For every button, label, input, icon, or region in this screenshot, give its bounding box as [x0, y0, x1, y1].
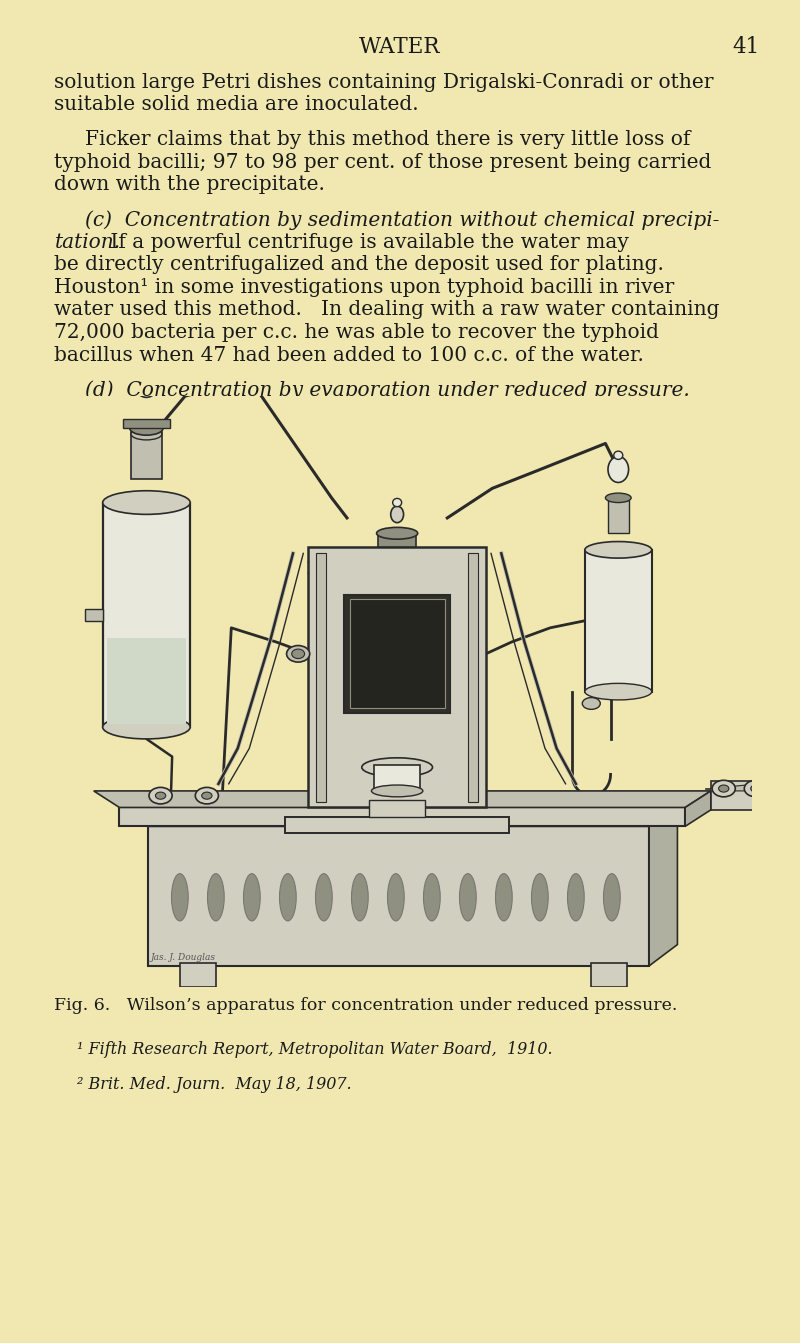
Text: If a powerful centrifuge is available the water may: If a powerful centrifuge is available th…	[104, 232, 629, 251]
Ellipse shape	[603, 874, 620, 921]
Ellipse shape	[292, 649, 305, 658]
Bar	[345, 595, 450, 713]
Ellipse shape	[149, 787, 172, 804]
Bar	[102, 502, 190, 727]
Ellipse shape	[390, 506, 403, 522]
Bar	[106, 638, 186, 724]
Ellipse shape	[567, 874, 584, 921]
Text: Ficker claims that by this method there is very little loss of: Ficker claims that by this method there …	[85, 130, 690, 149]
Bar	[316, 553, 326, 802]
Text: suitable solid media are inoculated.: suitable solid media are inoculated.	[54, 95, 419, 114]
Bar	[350, 599, 445, 708]
Text: ² Brit. Med. Journ.  May 18, 1907.: ² Brit. Med. Journ. May 18, 1907.	[77, 1076, 351, 1093]
Text: down with the precipitate.: down with the precipitate.	[54, 175, 326, 195]
Bar	[286, 817, 509, 834]
Bar	[148, 826, 649, 966]
Polygon shape	[94, 791, 711, 807]
Ellipse shape	[712, 780, 735, 796]
Ellipse shape	[202, 792, 212, 799]
Bar	[369, 800, 426, 817]
Ellipse shape	[614, 451, 622, 459]
Bar	[131, 431, 162, 479]
Ellipse shape	[459, 874, 476, 921]
Text: solution large Petri dishes containing Drigalski-Conradi or other: solution large Petri dishes containing D…	[54, 73, 714, 91]
Polygon shape	[711, 782, 782, 791]
Polygon shape	[649, 804, 678, 966]
Ellipse shape	[207, 874, 224, 921]
Text: 41: 41	[732, 35, 759, 58]
Text: Jas. J. Douglas: Jas. J. Douglas	[150, 954, 215, 962]
Bar	[119, 807, 685, 826]
Ellipse shape	[744, 780, 767, 796]
Text: (d)  Concentration by evaporation under reduced pressure.: (d) Concentration by evaporation under r…	[85, 380, 690, 400]
Text: WATER: WATER	[359, 35, 441, 58]
Ellipse shape	[155, 792, 166, 799]
Ellipse shape	[585, 541, 652, 559]
Text: 72,000 bacteria per c.c. he was able to recover the typhoid: 72,000 bacteria per c.c. he was able to …	[54, 322, 659, 342]
Bar	[123, 419, 170, 428]
Bar	[711, 782, 782, 810]
Ellipse shape	[102, 716, 190, 739]
Ellipse shape	[423, 874, 440, 921]
Ellipse shape	[142, 365, 151, 375]
Bar	[468, 553, 478, 802]
Ellipse shape	[102, 490, 190, 514]
Bar	[309, 548, 486, 807]
Text: (c)  Concentration by sedimentation without chemical precipi-: (c) Concentration by sedimentation witho…	[85, 210, 719, 230]
Ellipse shape	[377, 528, 418, 539]
Ellipse shape	[131, 428, 162, 441]
Ellipse shape	[495, 874, 512, 921]
Ellipse shape	[531, 874, 548, 921]
Ellipse shape	[750, 786, 761, 792]
Bar	[85, 608, 102, 620]
Ellipse shape	[243, 874, 260, 921]
Bar	[585, 549, 652, 692]
Ellipse shape	[608, 457, 629, 482]
Ellipse shape	[371, 786, 423, 796]
Text: water used this method.   In dealing with a raw water containing: water used this method. In dealing with …	[54, 301, 720, 320]
Ellipse shape	[585, 684, 652, 700]
Bar	[180, 963, 216, 987]
Bar	[608, 500, 629, 533]
Text: Houston¹ in some investigations upon typhoid bacilli in river: Houston¹ in some investigations upon typ…	[54, 278, 674, 297]
Polygon shape	[119, 804, 678, 826]
Ellipse shape	[279, 874, 296, 921]
Text: Wilson² has described a method which enables water to be: Wilson² has described a method which ena…	[54, 403, 657, 422]
Text: be directly centrifugalized and the deposit used for plating.: be directly centrifugalized and the depo…	[54, 255, 664, 274]
Ellipse shape	[718, 786, 729, 792]
Ellipse shape	[351, 874, 368, 921]
Ellipse shape	[195, 787, 218, 804]
Ellipse shape	[582, 697, 600, 709]
Ellipse shape	[130, 420, 163, 435]
Ellipse shape	[286, 646, 310, 662]
Text: bacillus when 47 had been added to 100 c.c. of the water.: bacillus when 47 had been added to 100 c…	[54, 345, 644, 364]
Ellipse shape	[387, 874, 404, 921]
Text: tation.: tation.	[54, 232, 121, 251]
Ellipse shape	[606, 493, 631, 502]
Text: ¹ Fifth Research Report, Metropolitan Water Board,  1910.: ¹ Fifth Research Report, Metropolitan Wa…	[77, 1041, 553, 1058]
Ellipse shape	[135, 372, 158, 398]
Text: Fig. 6.   Wilson’s apparatus for concentration under reduced pressure.: Fig. 6. Wilson’s apparatus for concentra…	[54, 997, 678, 1014]
Bar	[378, 533, 417, 548]
Ellipse shape	[393, 498, 402, 506]
Ellipse shape	[315, 874, 332, 921]
Text: typhoid bacilli; 97 to 98 per cent. of those present being carried: typhoid bacilli; 97 to 98 per cent. of t…	[54, 153, 712, 172]
Bar	[591, 963, 627, 987]
Bar	[374, 766, 420, 791]
Polygon shape	[685, 791, 711, 826]
Ellipse shape	[171, 874, 188, 921]
